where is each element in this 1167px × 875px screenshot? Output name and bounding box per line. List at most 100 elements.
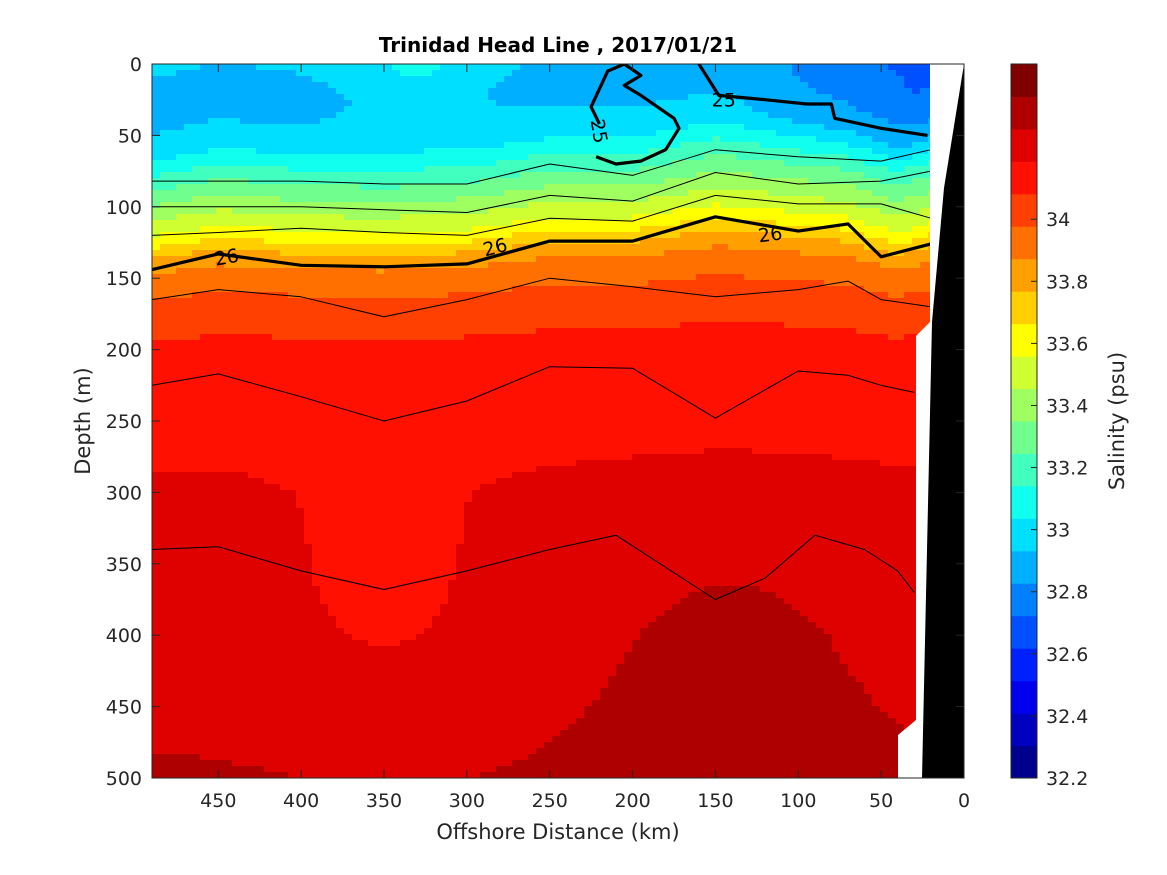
salinity-cell	[592, 124, 601, 131]
salinity-cell	[624, 340, 633, 347]
salinity-cell	[488, 130, 497, 137]
salinity-cell	[912, 298, 921, 305]
salinity-cell	[560, 280, 569, 287]
salinity-cell	[408, 220, 417, 227]
salinity-cell	[584, 76, 593, 83]
salinity-cell	[608, 214, 617, 221]
salinity-cell	[920, 304, 929, 311]
salinity-cell	[464, 286, 473, 293]
salinity-cell	[192, 130, 201, 137]
salinity-cell	[736, 196, 745, 203]
salinity-cell	[176, 124, 185, 131]
salinity-cell	[464, 202, 473, 209]
salinity-cell	[488, 112, 497, 119]
salinity-cell	[536, 256, 545, 263]
salinity-cell	[456, 166, 465, 173]
salinity-cell	[304, 184, 313, 191]
salinity-cell	[768, 214, 777, 221]
salinity-cell	[688, 238, 697, 245]
salinity-cell	[824, 256, 833, 263]
salinity-cell	[616, 106, 625, 113]
salinity-cell	[424, 250, 433, 257]
salinity-cell	[264, 268, 273, 275]
salinity-cell	[424, 142, 433, 149]
salinity-cell	[320, 304, 329, 311]
salinity-cell	[880, 196, 889, 203]
salinity-cell	[792, 256, 801, 263]
salinity-cell	[520, 130, 529, 137]
salinity-cell	[544, 100, 553, 107]
salinity-cell	[456, 244, 465, 251]
salinity-cell	[848, 262, 857, 269]
salinity-cell	[816, 190, 825, 197]
salinity-cell	[288, 334, 297, 341]
salinity-cell	[648, 160, 657, 167]
salinity-cell	[216, 196, 225, 203]
salinity-cell	[488, 208, 497, 215]
salinity-cell	[448, 124, 457, 131]
salinity-cell	[872, 238, 881, 245]
salinity-cell	[560, 124, 569, 131]
salinity-cell	[856, 304, 865, 311]
salinity-cell	[192, 286, 201, 293]
salinity-cell	[512, 196, 521, 203]
salinity-cell	[392, 322, 401, 329]
salinity-cell	[728, 274, 737, 281]
salinity-cell	[424, 136, 433, 143]
salinity-cell	[504, 274, 513, 281]
salinity-cell	[320, 190, 329, 197]
salinity-cell	[176, 310, 185, 317]
salinity-cell	[816, 136, 825, 143]
salinity-cell	[160, 94, 169, 101]
salinity-cell	[544, 286, 553, 293]
salinity-cell	[232, 352, 241, 359]
salinity-cell	[312, 148, 321, 155]
salinity-cell	[328, 286, 337, 293]
salinity-cell	[288, 94, 297, 101]
salinity-cell	[872, 172, 881, 179]
salinity-cell	[640, 250, 649, 257]
salinity-cell	[768, 190, 777, 197]
salinity-cell	[336, 88, 345, 95]
salinity-cell	[272, 148, 281, 155]
salinity-cell	[832, 100, 841, 107]
salinity-cell	[600, 172, 609, 179]
salinity-cell	[736, 130, 745, 137]
salinity-cell	[776, 154, 785, 161]
salinity-cell	[192, 118, 201, 125]
salinity-cell	[544, 136, 553, 143]
salinity-cell	[552, 100, 561, 107]
salinity-cell	[560, 142, 569, 149]
salinity-cell	[488, 124, 497, 131]
salinity-cell	[856, 64, 865, 71]
salinity-cell	[432, 196, 441, 203]
salinity-cell	[808, 190, 817, 197]
salinity-cell	[312, 220, 321, 227]
salinity-cell	[696, 238, 705, 245]
salinity-cell	[456, 148, 465, 155]
salinity-cell	[608, 100, 617, 107]
salinity-cell	[224, 268, 233, 275]
salinity-cell	[856, 124, 865, 131]
salinity-cell	[888, 214, 897, 221]
salinity-cell	[328, 88, 337, 95]
salinity-cell	[472, 136, 481, 143]
salinity-cell	[568, 190, 577, 197]
salinity-cell	[640, 82, 649, 89]
salinity-cell	[656, 202, 665, 209]
salinity-cell	[672, 100, 681, 107]
salinity-cell	[592, 322, 601, 329]
salinity-cell	[184, 286, 193, 293]
salinity-cell	[456, 226, 465, 233]
salinity-cell	[280, 100, 289, 107]
salinity-cell	[472, 298, 481, 305]
salinity-cell	[368, 322, 377, 329]
salinity-cell	[624, 244, 633, 251]
salinity-cell	[208, 310, 217, 317]
salinity-cell	[424, 244, 433, 251]
salinity-cell	[776, 190, 785, 197]
salinity-cell	[256, 310, 265, 317]
salinity-cell	[896, 310, 905, 317]
salinity-cell	[840, 292, 849, 299]
salinity-cell	[560, 286, 569, 293]
